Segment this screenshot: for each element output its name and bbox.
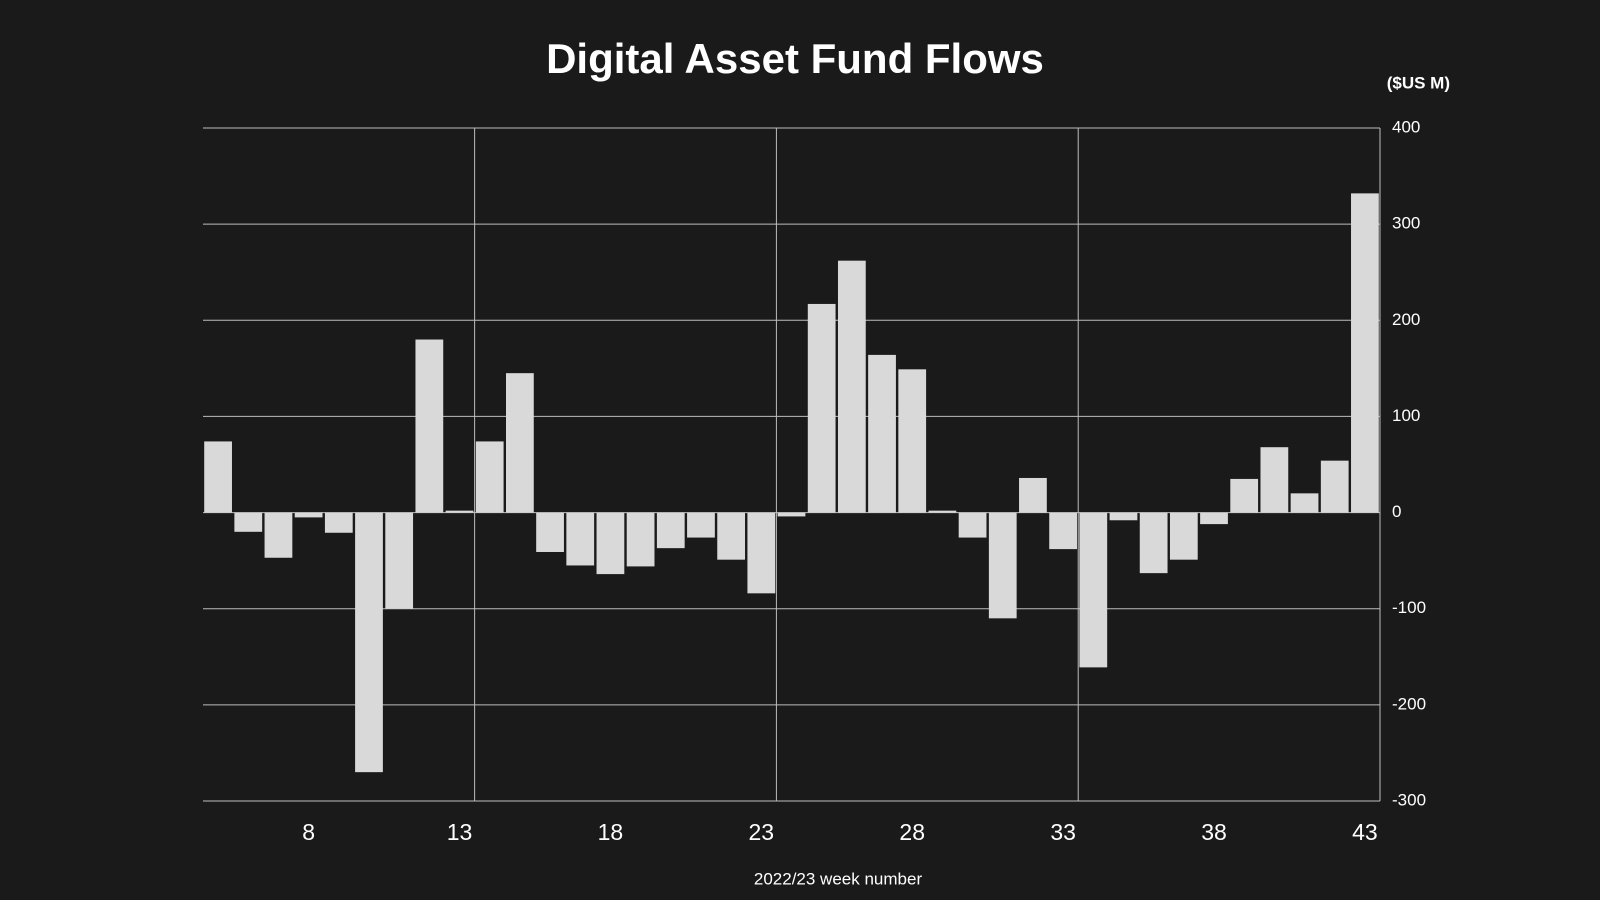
- bar: [928, 510, 957, 513]
- bar: [264, 512, 293, 558]
- bar: [324, 512, 353, 533]
- bar: [415, 339, 444, 513]
- bar: [1049, 512, 1077, 550]
- x-tick-label: 23: [749, 819, 775, 845]
- bar: [747, 512, 776, 594]
- bar: [1079, 512, 1108, 668]
- bar: [1290, 493, 1319, 513]
- x-tick-label: 8: [302, 819, 315, 845]
- y-tick-label: 100: [1392, 406, 1420, 425]
- bar: [475, 441, 504, 513]
- bar: [1109, 512, 1138, 521]
- y-tick-label: -100: [1392, 598, 1426, 617]
- x-tick-label: 13: [447, 819, 473, 845]
- bar: [1230, 478, 1259, 513]
- bar: [898, 369, 927, 513]
- bar: [717, 512, 746, 560]
- bar: [958, 512, 987, 538]
- bar: [1169, 512, 1198, 560]
- x-tick-label: 33: [1050, 819, 1076, 845]
- chart-title: Digital Asset Fund Flows: [546, 35, 1044, 82]
- bar: [234, 512, 263, 532]
- y-tick-label: 0: [1392, 502, 1401, 521]
- bar: [445, 510, 474, 513]
- bar: [294, 512, 323, 518]
- y-tick-label: -300: [1392, 790, 1426, 809]
- bar: [1320, 460, 1349, 513]
- bar: [566, 512, 595, 566]
- x-tick-label: 43: [1352, 819, 1378, 845]
- bar: [1260, 447, 1289, 513]
- bar: [385, 512, 414, 609]
- bar: [1200, 512, 1228, 525]
- bar: [506, 373, 534, 513]
- y-tick-label: 400: [1392, 117, 1420, 136]
- y-tick-label: 200: [1392, 310, 1420, 329]
- x-tick-label: 18: [598, 819, 624, 845]
- bar: [777, 512, 806, 517]
- x-tick-label: 28: [899, 819, 925, 845]
- bar: [656, 512, 685, 549]
- bar: [204, 441, 232, 513]
- bar: [868, 354, 896, 513]
- x-tick-label: 38: [1201, 819, 1227, 845]
- unit-label: ($US M): [1387, 73, 1450, 92]
- x-axis-title: 2022/23 week number: [754, 869, 923, 888]
- bar: [1351, 193, 1379, 513]
- y-tick-label: 300: [1392, 214, 1420, 233]
- bar: [1139, 512, 1168, 574]
- bar: [687, 512, 715, 538]
- bar: [596, 512, 625, 575]
- y-tick-label: -200: [1392, 694, 1426, 713]
- bar: [355, 512, 383, 773]
- bar: [837, 260, 866, 513]
- bar: [807, 303, 836, 513]
- bar: [988, 512, 1017, 619]
- bar: [536, 512, 564, 552]
- bar: [1019, 477, 1047, 513]
- bar: [626, 512, 655, 567]
